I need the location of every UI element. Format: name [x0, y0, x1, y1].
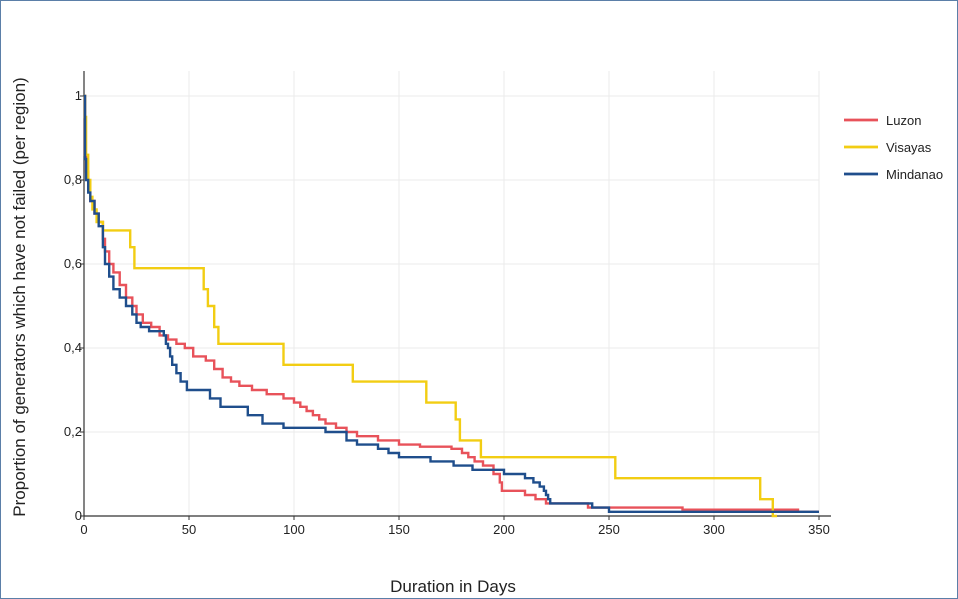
series-line-luzon [83, 94, 819, 513]
legend-label-luzon: Luzon [886, 113, 921, 128]
series-line-mindanao [83, 94, 819, 513]
y-tick-label: 0,6 [64, 256, 82, 271]
x-tick-label: 0 [80, 522, 87, 537]
axes [80, 71, 831, 520]
x-tick-label: 350 [808, 522, 830, 537]
y-tick-label: 0,2 [64, 424, 82, 439]
y-tick-label: 0,4 [64, 340, 82, 355]
y-axis-title: Proportion of generators which have not … [10, 77, 29, 516]
x-axis-title: Duration in Days [390, 577, 516, 596]
x-tick-label: 200 [493, 522, 515, 537]
x-tick-label: 150 [388, 522, 410, 537]
y-tick-label: 1 [75, 88, 82, 103]
x-tick-label: 300 [703, 522, 725, 537]
x-tick-label: 100 [283, 522, 305, 537]
legend-label-visayas: Visayas [886, 140, 932, 155]
x-tick-label: 250 [598, 522, 620, 537]
series-group [83, 94, 819, 518]
x-tick-label: 50 [182, 522, 196, 537]
y-tick-label: 0,8 [64, 172, 82, 187]
legend-label-mindanao: Mindanao [886, 167, 943, 182]
legend: Luzon Visayas Mindanao [844, 113, 943, 182]
series-line-visayas [83, 94, 777, 518]
y-tick-label: 0 [75, 508, 82, 523]
tick-labels: 0 50 100 150 200 250 300 350 0 0,2 0,4 0,6 0,8 1 [64, 88, 830, 537]
gridlines [84, 71, 820, 516]
